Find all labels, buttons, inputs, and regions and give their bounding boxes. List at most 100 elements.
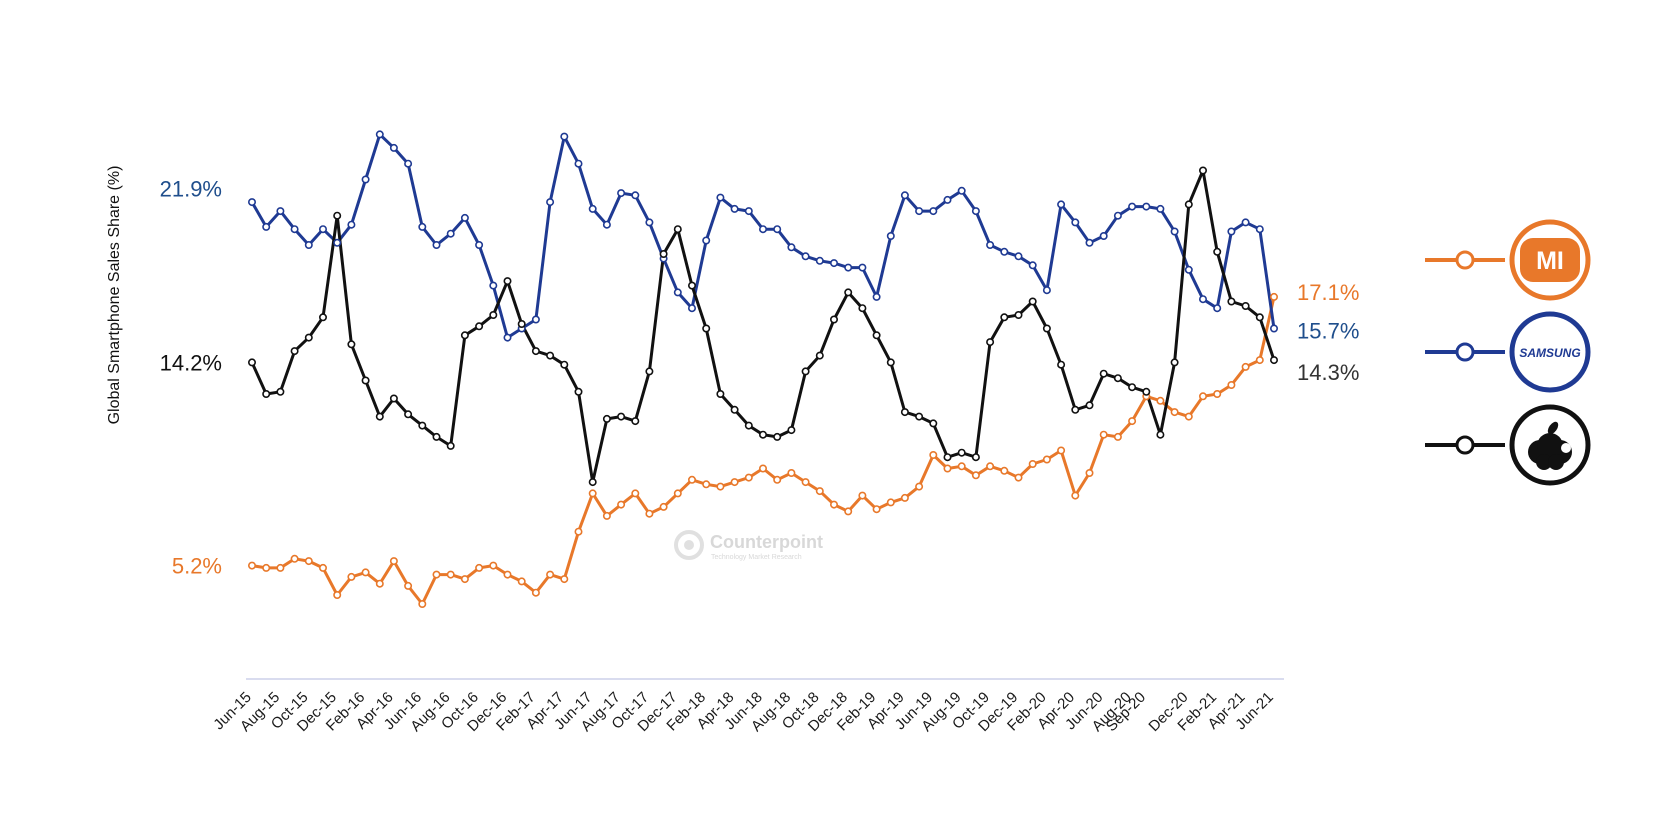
data-point-samsung xyxy=(248,198,257,207)
data-point-apple xyxy=(986,338,995,347)
watermark-subtitle: Technology Market Research xyxy=(711,554,802,561)
data-point-xiaomi xyxy=(503,570,512,579)
data-point-xiaomi xyxy=(460,575,469,584)
data-point-xiaomi xyxy=(531,588,540,597)
data-point-apple xyxy=(602,414,611,423)
legend-marker-apple xyxy=(1455,435,1475,455)
data-point-xiaomi xyxy=(418,599,427,608)
legend-item-xiaomi: MI xyxy=(1425,219,1591,301)
data-point-apple xyxy=(418,421,427,430)
data-point-apple xyxy=(858,304,867,313)
data-point-samsung xyxy=(829,259,838,268)
data-point-xiaomi xyxy=(1241,362,1250,371)
data-point-xiaomi xyxy=(389,557,398,566)
data-point-samsung xyxy=(404,159,413,168)
data-point-samsung xyxy=(971,207,980,216)
data-point-samsung xyxy=(290,225,299,234)
data-point-xiaomi xyxy=(1113,432,1122,441)
data-point-samsung xyxy=(673,288,682,297)
data-point-apple xyxy=(1099,369,1108,378)
data-point-samsung xyxy=(915,207,924,216)
data-point-samsung xyxy=(262,222,271,231)
data-point-samsung xyxy=(929,207,938,216)
data-point-apple xyxy=(631,417,640,426)
data-point-xiaomi xyxy=(957,462,966,471)
data-point-apple xyxy=(1113,374,1122,383)
data-point-apple xyxy=(617,412,626,421)
data-point-apple xyxy=(844,288,853,297)
data-point-xiaomi xyxy=(872,505,881,514)
data-point-samsung xyxy=(730,204,739,213)
data-point-samsung xyxy=(787,243,796,252)
data-point-xiaomi xyxy=(546,570,555,579)
samsung-logo-text: SAMSUNG xyxy=(1519,346,1580,360)
data-point-apple xyxy=(1000,313,1009,322)
data-point-xiaomi xyxy=(687,475,696,484)
data-point-xiaomi xyxy=(1170,408,1179,417)
data-point-apple xyxy=(645,367,654,376)
data-point-apple xyxy=(716,389,725,398)
data-point-xiaomi xyxy=(276,563,285,572)
data-point-xiaomi xyxy=(1042,455,1051,464)
data-point-apple xyxy=(1227,297,1236,306)
data-point-xiaomi xyxy=(1227,380,1236,389)
data-point-xiaomi xyxy=(560,575,569,584)
data-point-samsung xyxy=(574,159,583,168)
data-point-apple xyxy=(702,324,711,333)
data-point-apple xyxy=(815,351,824,360)
x-axis-ticks: Jun-15Aug-15Oct-15Dec-15Feb-16Apr-16Jun-… xyxy=(210,689,1276,735)
data-point-xiaomi xyxy=(489,561,498,570)
data-point-samsung xyxy=(1057,200,1066,209)
data-point-samsung xyxy=(375,130,384,139)
data-point-samsung xyxy=(361,175,370,184)
data-point-samsung xyxy=(1028,261,1037,270)
data-point-xiaomi xyxy=(1099,430,1108,439)
data-point-xiaomi xyxy=(1184,412,1193,421)
data-point-xiaomi xyxy=(787,468,796,477)
data-point-xiaomi xyxy=(844,507,853,516)
data-point-samsung xyxy=(1113,211,1122,220)
data-point-apple xyxy=(787,426,796,435)
data-point-samsung xyxy=(446,229,455,238)
data-point-samsung xyxy=(744,207,753,216)
data-point-apple xyxy=(318,313,327,322)
data-point-samsung xyxy=(432,241,441,250)
data-point-samsung xyxy=(702,236,711,245)
data-point-samsung xyxy=(886,232,895,241)
data-point-xiaomi xyxy=(815,487,824,496)
data-point-xiaomi xyxy=(971,471,980,480)
data-point-xiaomi xyxy=(1000,466,1009,475)
data-point-xiaomi xyxy=(318,563,327,572)
data-point-xiaomi xyxy=(1255,356,1264,365)
data-point-apple xyxy=(276,387,285,396)
data-point-xiaomi xyxy=(943,464,952,473)
data-point-xiaomi xyxy=(347,572,356,581)
data-point-samsung xyxy=(1227,227,1236,236)
data-point-apple xyxy=(730,405,739,414)
data-point-samsung xyxy=(1014,252,1023,261)
data-point-samsung xyxy=(801,252,810,261)
data-point-apple xyxy=(531,347,540,356)
data-point-xiaomi xyxy=(617,500,626,509)
data-point-apple xyxy=(347,340,356,349)
data-point-samsung xyxy=(815,256,824,265)
data-point-xiaomi xyxy=(915,482,924,491)
data-point-samsung xyxy=(1270,324,1279,333)
legend-marker-xiaomi xyxy=(1455,250,1475,270)
data-point-samsung xyxy=(1255,225,1264,234)
data-point-samsung xyxy=(758,225,767,234)
data-point-apple xyxy=(1014,310,1023,319)
data-point-apple xyxy=(915,412,924,421)
start-label-apple: 14.2% xyxy=(160,350,222,375)
data-point-xiaomi xyxy=(829,500,838,509)
data-point-apple xyxy=(1028,297,1037,306)
data-point-xiaomi xyxy=(1128,417,1137,426)
data-point-xiaomi xyxy=(588,489,597,498)
data-point-samsung xyxy=(1099,232,1108,241)
data-point-samsung xyxy=(1213,304,1222,313)
xiaomi-logo-badge xyxy=(1520,238,1580,282)
xiaomi-logo-text: MI xyxy=(1536,247,1564,275)
data-point-samsung xyxy=(560,132,569,141)
data-point-apple xyxy=(886,358,895,367)
